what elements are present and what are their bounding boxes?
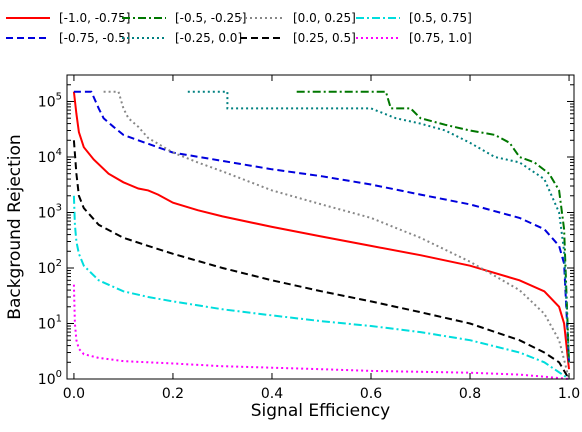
legend: [-1.0, -0.75] [-0.75, -0.5] [-0.5, -0.25] [… <box>6 11 472 45</box>
legend-label-2: [-0.75, -0.5] <box>59 31 130 45</box>
x-axis-label: Signal Efficiency <box>251 401 391 421</box>
legend-label-7: [0.5, 0.75] <box>409 11 472 25</box>
y-tick-label: 101 <box>38 313 62 332</box>
legend-label-1: [-1.0, -0.75] <box>59 11 130 25</box>
series-line-4 <box>187 90 570 363</box>
series-line-6 <box>72 140 570 380</box>
x-tick-label: 0.8 <box>459 386 481 402</box>
series-line-3 <box>296 90 570 363</box>
x-tick-label: 0.2 <box>162 386 184 402</box>
x-tick-label: 0.0 <box>63 386 85 402</box>
y-tick-label: 105 <box>38 91 62 110</box>
x-axis: 0.0 0.2 0.4 0.6 0.8 1.0 <box>63 75 580 402</box>
series-line-7 <box>72 195 570 380</box>
y-tick-label: 103 <box>38 202 62 221</box>
x-tick-label: 0.4 <box>261 386 283 402</box>
legend-label-6: [0.25, 0.5] <box>293 31 356 45</box>
series-line-1 <box>72 91 570 370</box>
series-line-8 <box>72 284 570 380</box>
legend-label-3: [-0.5, -0.25] <box>175 11 246 25</box>
y-axis: 100 101 102 103 104 105 <box>38 74 574 388</box>
series-line-5 <box>103 90 570 380</box>
x-tick-label: 1.0 <box>558 386 580 402</box>
legend-label-5: [0.0, 0.25] <box>293 11 356 25</box>
x-tick-label: 0.6 <box>360 386 382 402</box>
y-axis-label: Background Rejection <box>5 134 25 319</box>
y-tick-label: 100 <box>38 369 62 388</box>
series-line-2 <box>73 90 570 363</box>
series-layer <box>72 90 570 380</box>
y-tick-label: 102 <box>38 258 62 277</box>
y-tick-label: 104 <box>38 147 62 166</box>
legend-label-8: [0.75, 1.0] <box>409 31 472 45</box>
plot-area-frame <box>66 74 575 380</box>
legend-label-4: [-0.25, 0.0] <box>175 31 242 45</box>
